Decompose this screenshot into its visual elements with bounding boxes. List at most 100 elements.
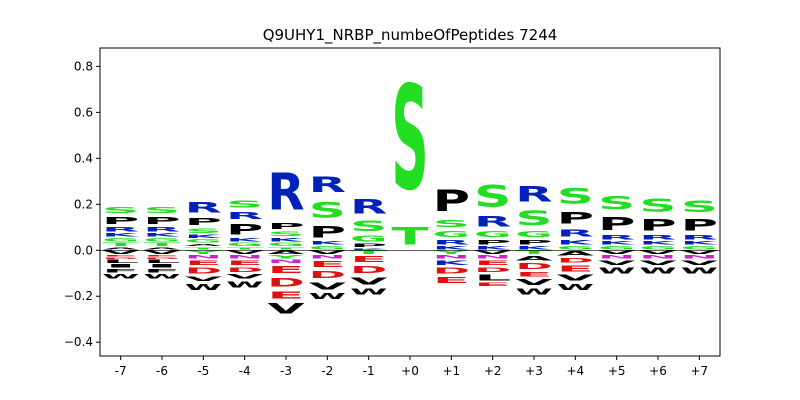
logo-letter-V: V — [474, 250, 512, 255]
logo-letter-P: P — [474, 239, 511, 246]
logo-letter-W: W — [185, 282, 222, 291]
logo-letter-P: P — [185, 216, 222, 228]
logo-letter-K: K — [309, 241, 347, 246]
logo-letter-G: G — [639, 246, 676, 251]
logo-letter-K: K — [681, 241, 719, 246]
logo-letter-L: L — [474, 273, 511, 282]
logo-letter-V: V — [681, 250, 719, 255]
logo-letter-E: E — [474, 283, 511, 288]
logo-letter-E: E — [309, 260, 346, 269]
logo-letter-A: A — [557, 250, 595, 257]
logo-letter-S: S — [267, 231, 304, 238]
x-tick-label: +7 — [690, 364, 708, 378]
logo-letter-D: D — [267, 276, 304, 290]
logo-letter-V: V — [309, 281, 346, 292]
logo-letter-N: N — [433, 255, 470, 259]
logo-letter-P: P — [309, 223, 346, 241]
logo-letter-P: P — [598, 214, 635, 234]
logo-letter-W: W — [143, 273, 180, 280]
logo-letter-K: K — [226, 238, 264, 243]
logo-letter-G: G — [309, 246, 346, 251]
logo-letter-K: K — [433, 246, 471, 251]
logo-letter-G: G — [598, 246, 635, 251]
logo-letter-G: G — [350, 234, 387, 243]
logo-letter-S: S — [391, 57, 428, 223]
logo-letter-D: D — [102, 257, 139, 259]
logo-letter-P: P — [557, 209, 594, 227]
logo-letter-V: V — [681, 260, 719, 267]
logo-letter-E: E — [557, 264, 594, 273]
logo-letter-V: V — [102, 250, 140, 255]
logo-letter-N: N — [474, 255, 511, 259]
logo-letter-R: R — [143, 226, 180, 233]
logo-letter-T: T — [185, 247, 223, 250]
logo-letter-N: N — [309, 255, 346, 259]
y-tick-label: 0.6 — [74, 105, 93, 119]
x-tick-label: +4 — [566, 364, 584, 378]
logo-letter-Y: Y — [432, 250, 470, 255]
logo-letter-G: G — [185, 239, 222, 244]
logo-letter-N: N — [681, 255, 718, 259]
logo-letter-S: S — [102, 206, 139, 215]
logo-letter-N: N — [598, 255, 635, 259]
logo-letter-F: F — [143, 269, 180, 274]
logo-letter-V: V — [226, 250, 264, 255]
logo-letter-D: D — [557, 257, 594, 264]
logo-letter-G: G — [433, 230, 470, 239]
logo-letter-K: K — [433, 260, 471, 267]
logo-letter-D: D — [226, 266, 263, 273]
logo-letter-R: R — [474, 214, 511, 230]
logo-letter-G: G — [267, 242, 304, 247]
logo-letter-S: S — [681, 198, 718, 216]
logo-letter-P: P — [681, 216, 718, 234]
logo-letter-W: W — [598, 266, 635, 275]
chart-title: Q9UHY1_NRBP_numbeOfPeptides 7244 — [263, 26, 558, 45]
logo-letter-W: W — [681, 266, 718, 275]
logo-letter-K: K — [598, 241, 636, 246]
logo-letter-W: W — [639, 266, 676, 275]
logo-letter-V: V — [226, 273, 264, 280]
logo-letter-K: K — [639, 241, 677, 246]
logo-letter-N: N — [267, 260, 304, 264]
logo-letter-R: R — [309, 172, 346, 197]
logo-letter-V: V — [557, 273, 595, 282]
logo-letter-S: S — [557, 184, 594, 209]
logo-letter-R: R — [639, 234, 676, 241]
logo-letter-R: R — [226, 210, 263, 221]
logo-letter-A: A — [515, 255, 553, 262]
logo-letter-Y: Y — [184, 250, 222, 255]
logo-letter-I: I — [143, 264, 180, 269]
logo-letter-P: P — [226, 221, 263, 237]
logo-letter-V: V — [185, 276, 223, 283]
logo-letter-E: E — [267, 290, 304, 301]
logo-letter-A: A — [102, 247, 140, 250]
y-tick-label: 0.4 — [74, 151, 93, 165]
logo-letter-P: P — [433, 183, 470, 218]
x-tick-label: +0 — [401, 364, 419, 378]
y-tick-label: 0.2 — [74, 197, 93, 211]
x-tick-label: -1 — [363, 364, 375, 378]
y-tick-label: −0.4 — [64, 335, 93, 349]
logo-letter-R: R — [433, 239, 470, 246]
y-axis: −0.4 −0.2 0.0 0.2 0.4 0.6 0.8 — [64, 59, 100, 349]
logo-letter-W: W — [309, 292, 346, 301]
logo-letter-G: G — [515, 230, 552, 239]
logo-letter-Y: Y — [266, 255, 304, 260]
logo-letter-T: T — [515, 250, 553, 255]
x-tick-label: +1 — [442, 364, 460, 378]
logo-letter-I: I — [102, 264, 139, 269]
logo-letter-W: W — [350, 287, 387, 296]
logo-letter-V: V — [267, 301, 305, 317]
logo-letter-N: N — [226, 255, 263, 259]
logo-letter-E: E — [350, 255, 387, 264]
logo-letter-D: D — [350, 264, 387, 276]
logo-letter-G: G — [226, 242, 263, 247]
logo-letter-S: S — [185, 227, 222, 234]
logo-letter-W: W — [226, 280, 263, 289]
logo-letter-E: E — [433, 276, 470, 285]
x-tick-label: -6 — [156, 364, 168, 378]
logo-letter-G: G — [557, 246, 594, 251]
logo-letter-F: F — [102, 269, 139, 274]
logo-letter-W: W — [557, 282, 594, 291]
